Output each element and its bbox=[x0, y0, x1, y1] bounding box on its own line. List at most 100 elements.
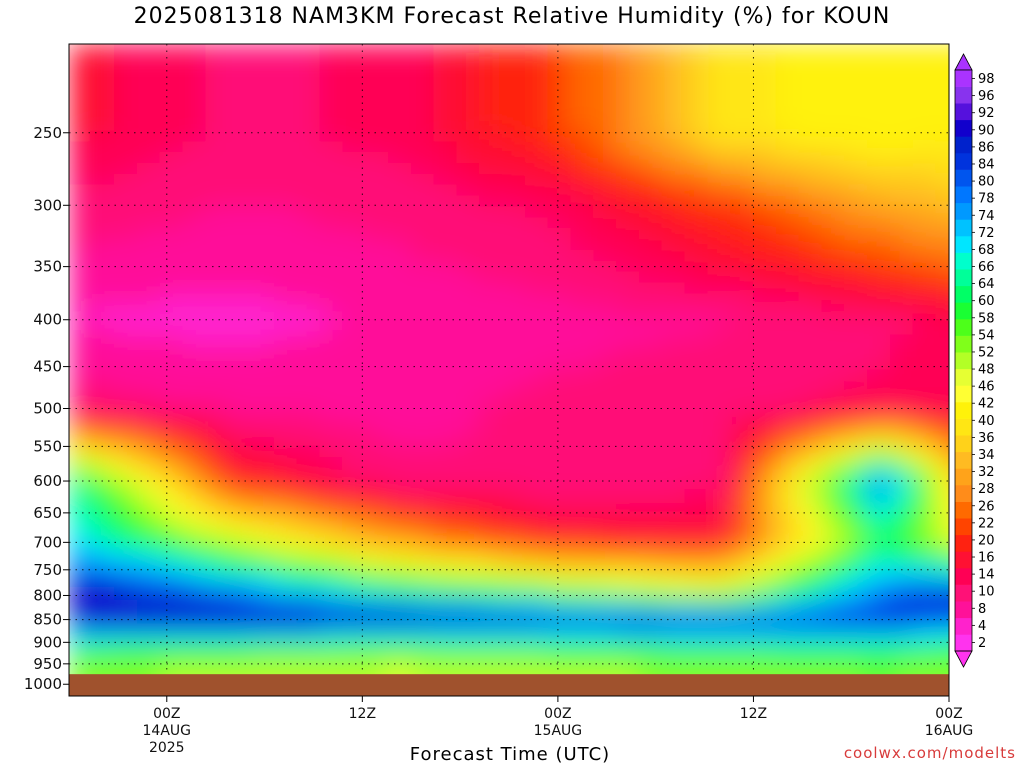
rh-cell bbox=[273, 652, 298, 664]
rh-cell bbox=[228, 130, 253, 143]
rh-cell bbox=[387, 249, 412, 262]
rh-cell bbox=[410, 239, 435, 251]
rh-cell bbox=[730, 260, 754, 273]
rh-cell bbox=[228, 108, 253, 121]
rh-cell bbox=[616, 532, 640, 545]
rh-cell bbox=[821, 554, 846, 567]
rh-cell bbox=[707, 163, 732, 175]
rh-cell bbox=[273, 184, 298, 197]
rh-cell bbox=[524, 478, 549, 491]
rh-cell bbox=[273, 402, 298, 414]
rh-cell bbox=[456, 347, 481, 360]
rh-cell bbox=[182, 358, 207, 371]
rh-cell bbox=[730, 358, 754, 371]
rh-cell bbox=[821, 521, 846, 534]
rh-cell bbox=[821, 434, 846, 447]
rh-cell bbox=[501, 97, 526, 110]
rh-cell bbox=[661, 662, 686, 675]
rh-cell bbox=[570, 456, 595, 469]
rh-cell bbox=[775, 586, 800, 599]
rh-cell bbox=[479, 630, 503, 643]
rh-cell bbox=[114, 565, 138, 577]
colorbar-swatch bbox=[955, 236, 972, 253]
rh-cell bbox=[479, 206, 503, 219]
rh-cell bbox=[524, 260, 549, 273]
rh-cell bbox=[228, 652, 253, 664]
rh-cell bbox=[524, 76, 549, 88]
colorbar-swatch bbox=[955, 468, 972, 486]
rh-cell bbox=[661, 641, 686, 654]
rh-cell bbox=[228, 228, 253, 241]
rh-cell bbox=[844, 184, 869, 197]
rh-cell bbox=[889, 369, 914, 382]
rh-cell bbox=[684, 130, 709, 143]
rh-cell bbox=[501, 228, 526, 241]
rh-cell bbox=[365, 434, 389, 447]
rh-cell bbox=[365, 304, 389, 317]
rh-cell bbox=[707, 293, 732, 306]
rh-cell bbox=[775, 184, 800, 197]
rh-cell bbox=[387, 293, 412, 306]
rh-cell bbox=[114, 65, 138, 78]
rh-cell bbox=[935, 391, 949, 404]
rh-cell bbox=[182, 630, 207, 643]
rh-cell bbox=[296, 76, 321, 88]
rh-cell bbox=[912, 423, 937, 436]
rh-cell bbox=[410, 228, 435, 241]
rh-cell bbox=[844, 630, 869, 643]
rh-cell bbox=[821, 119, 846, 132]
rh-cell bbox=[616, 565, 640, 577]
rh-cell bbox=[342, 358, 367, 371]
rh-cell bbox=[296, 152, 321, 165]
rh-cell bbox=[593, 130, 618, 143]
rh-cell bbox=[638, 412, 663, 425]
rh-cell bbox=[456, 76, 481, 88]
rh-cell bbox=[342, 565, 367, 577]
rh-cell bbox=[821, 565, 846, 577]
rh-cell bbox=[912, 543, 937, 556]
rh-cell bbox=[159, 336, 184, 349]
rh-cell bbox=[821, 97, 846, 110]
rh-cell bbox=[730, 141, 754, 154]
rh-cell bbox=[547, 163, 572, 175]
rh-cell bbox=[593, 619, 618, 632]
rh-cell bbox=[479, 217, 503, 230]
rh-cell bbox=[69, 575, 93, 588]
rh-cell bbox=[707, 391, 732, 404]
rh-cell bbox=[342, 575, 367, 588]
rh-cell bbox=[69, 521, 93, 534]
rh-cell bbox=[547, 412, 572, 425]
rh-cell bbox=[251, 130, 275, 143]
rh-cell bbox=[684, 108, 709, 121]
rh-cell bbox=[730, 641, 754, 654]
rh-cell bbox=[410, 532, 435, 545]
rh-cell bbox=[69, 641, 93, 654]
rh-cell bbox=[273, 304, 298, 317]
rh-cell bbox=[661, 44, 686, 56]
rh-cell bbox=[661, 315, 686, 328]
rh-cell bbox=[547, 44, 572, 56]
rh-cell bbox=[114, 326, 138, 338]
rh-cell bbox=[479, 380, 503, 393]
rh-cell bbox=[342, 152, 367, 165]
rh-cell bbox=[524, 315, 549, 328]
rh-cell bbox=[547, 423, 572, 436]
rh-cell bbox=[867, 152, 891, 165]
rh-cell bbox=[661, 456, 686, 469]
rh-cell bbox=[638, 326, 663, 338]
rh-cell bbox=[752, 271, 777, 284]
rh-cell bbox=[730, 391, 754, 404]
rh-cell bbox=[707, 521, 732, 534]
rh-cell bbox=[935, 652, 949, 664]
rh-cell bbox=[593, 565, 618, 577]
rh-cell bbox=[684, 499, 709, 512]
rh-cell bbox=[867, 282, 891, 295]
rh-cell bbox=[867, 412, 891, 425]
rh-cell bbox=[69, 619, 93, 632]
rh-cell bbox=[342, 445, 367, 458]
colorbar-label: 28 bbox=[978, 482, 995, 497]
rh-cell bbox=[752, 423, 777, 436]
rh-cell bbox=[707, 152, 732, 165]
rh-cell bbox=[273, 423, 298, 436]
rh-cell bbox=[752, 619, 777, 632]
